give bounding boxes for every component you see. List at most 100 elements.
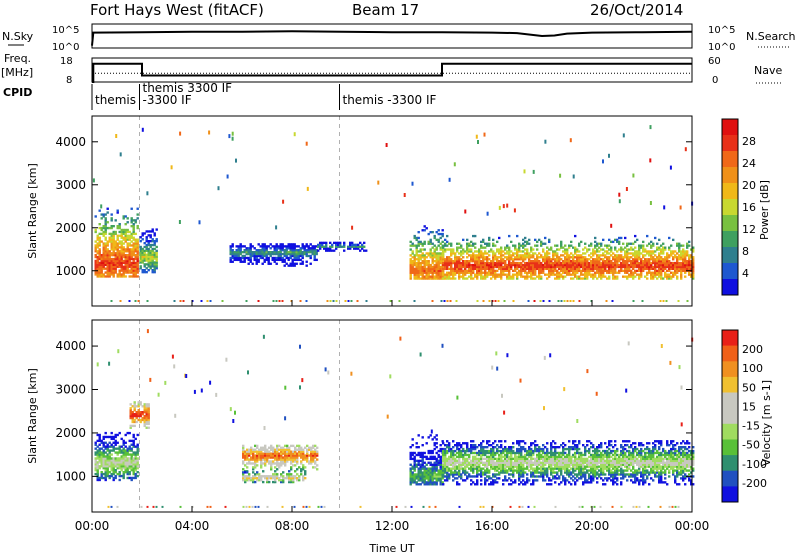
- range-cell-1: [148, 411, 150, 413]
- range-cell-5: [590, 243, 592, 245]
- range-cell-5: [688, 245, 690, 247]
- range-cell-4: [422, 444, 424, 446]
- range-cell-2: [288, 470, 290, 472]
- range-cell-5: [602, 239, 604, 241]
- range-cell-3: [292, 479, 294, 481]
- range-cell-5: [450, 243, 452, 245]
- range-cell-4: [426, 227, 428, 229]
- range-cell-5: [680, 276, 682, 278]
- range-cell-0: [137, 471, 139, 473]
- range-cell-4: [432, 450, 434, 452]
- range-cell-4: [432, 438, 434, 440]
- range-cell-0: [97, 469, 99, 471]
- range-cell-speckle: [559, 174, 561, 178]
- range-cell-4: [414, 458, 416, 460]
- range-cell-speckle: [235, 159, 237, 163]
- range-cell-0: [101, 240, 103, 242]
- range-cell-5: [514, 481, 516, 483]
- range-cell-0: [105, 217, 107, 219]
- range-cell-1: [148, 417, 150, 419]
- range-cell-5: [652, 243, 654, 245]
- range-cell-5: [486, 446, 488, 448]
- range-cell-speckle: [454, 162, 456, 166]
- range-cell-speckle: [484, 133, 486, 137]
- range-cell-5: [470, 248, 472, 250]
- range-cell-5: [534, 440, 536, 442]
- range-cell-2: [250, 447, 252, 449]
- range-cell-5: [662, 252, 664, 254]
- range-cell-0: [137, 453, 139, 455]
- range-cell-0: [111, 432, 113, 434]
- range-cell-0: [125, 446, 127, 448]
- range-cell-speckle: [93, 178, 95, 182]
- range-cell-1: [154, 242, 156, 244]
- range-cell-2: [276, 263, 278, 265]
- range-cell-5: [472, 270, 474, 272]
- range-cell-5: [512, 475, 514, 477]
- range-cell-near: [336, 300, 338, 302]
- range-cell-5: [480, 250, 482, 252]
- range-cell-2: [302, 261, 304, 263]
- range-cell-near: [564, 300, 566, 302]
- range-cell-2: [302, 243, 304, 245]
- range-cell-5: [634, 241, 636, 243]
- range-cell-4: [428, 436, 430, 438]
- range-cell-near: [366, 300, 368, 302]
- range-cell-5: [664, 247, 666, 249]
- range-cell-3: [268, 481, 270, 483]
- range-cell-0: [135, 233, 137, 235]
- range-cell-2: [242, 445, 244, 447]
- range-cell-5: [462, 239, 464, 241]
- range-cell-speckle: [626, 187, 628, 191]
- range-cell-near: [666, 300, 668, 302]
- range-cell-5: [452, 479, 454, 481]
- range-cell-near: [306, 300, 308, 302]
- range-cell-5: [522, 479, 524, 481]
- range-cell-5: [474, 444, 476, 446]
- range-cell-2: [316, 259, 318, 261]
- range-cell-2: [270, 263, 272, 265]
- range-cell-0: [113, 275, 115, 277]
- station-title: Fort Hays West (fitACF): [90, 1, 264, 19]
- range-cell-5: [544, 243, 546, 245]
- range-cell-4: [428, 260, 430, 262]
- range-cell-speckle: [573, 175, 575, 179]
- range-cell-5: [560, 241, 562, 243]
- range-cell-5: [506, 479, 508, 481]
- range-cell-speckle: [386, 143, 388, 147]
- range-cell-speckle: [602, 159, 604, 163]
- range-cell-near: [351, 300, 353, 302]
- range-cell-5: [500, 444, 502, 446]
- range-cell-0: [131, 448, 133, 450]
- range-cell-5: [640, 276, 642, 278]
- range-cell-5: [480, 475, 482, 477]
- range-cell-5: [442, 252, 444, 254]
- range-cell-5: [444, 239, 446, 241]
- range-cell-5: [494, 245, 496, 247]
- range-cell-5: [650, 247, 652, 249]
- range-cell-5: [578, 250, 580, 252]
- range-cell-2: [316, 458, 318, 460]
- range-cell-4: [424, 248, 426, 250]
- range-cell-2: [250, 243, 252, 245]
- range-cell-near: [561, 300, 563, 302]
- range-cell-near: [633, 300, 635, 302]
- range-cell-2: [260, 466, 262, 468]
- range-cell-4: [436, 446, 438, 448]
- range-cell-5: [688, 241, 690, 243]
- range-cell-5: [686, 250, 688, 252]
- range-cell-4: [424, 479, 426, 481]
- range-cell-0: [105, 213, 107, 215]
- range-cell-3: [298, 475, 300, 477]
- range-cell-5: [496, 270, 498, 272]
- range-cell-2: [254, 466, 256, 468]
- range-cell-5: [548, 276, 550, 278]
- range-cell-1: [148, 427, 150, 429]
- range-cell-5: [620, 237, 622, 239]
- range-cell-speckle: [670, 166, 672, 170]
- range-cell-0: [137, 457, 139, 459]
- range-cell-4: [422, 436, 424, 438]
- range-cell-5: [484, 247, 486, 249]
